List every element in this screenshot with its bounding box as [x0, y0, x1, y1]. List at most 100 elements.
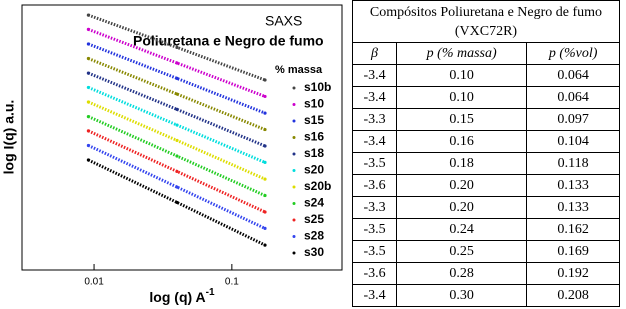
table-cell: 0.24: [396, 218, 528, 241]
chart: SAXS Poliuretana e Negro de fumo log (q)…: [1, 4, 343, 305]
legend-marker: [292, 202, 296, 205]
table-row: -3.4 0.10 0.064: [351, 86, 620, 109]
data-point: [263, 127, 267, 132]
data-table: Compósitos Poliuretana e Negro de fumo (…: [351, 0, 620, 307]
data-point: [86, 13, 91, 17]
data-point: [175, 107, 179, 112]
data-point: [86, 129, 91, 133]
data-point: [86, 114, 91, 119]
table-cell: 0.133: [526, 174, 620, 197]
legend-marker: [292, 218, 296, 222]
table-cell: 0.133: [526, 196, 620, 219]
data-point: [86, 100, 91, 104]
table-cell: -3.5: [351, 152, 398, 175]
table-row: -3.4 0.16 0.104: [351, 130, 620, 153]
table-cell: -3.6: [351, 174, 398, 197]
data-point: [263, 210, 267, 214]
table-cell: 0.104: [526, 130, 620, 153]
y-axis-label: log I(q) a.u.: [1, 100, 17, 175]
table-cell: 0.20: [396, 196, 528, 219]
chart-subtitle: Poliuretana e Negro de fumo: [133, 33, 324, 49]
table-title: Compósitos Poliuretana e Negro de fumo (…: [352, 0, 620, 43]
table-row: -3.4 0.30 0.208: [351, 284, 620, 307]
series-line: [87, 71, 266, 148]
table-cell: -3.5: [351, 218, 398, 241]
table-cell: 0.169: [526, 240, 620, 263]
legend-label: s25: [304, 212, 324, 226]
table-cell: 0.208: [526, 284, 620, 307]
table-row: -3.3 0.15 0.097: [351, 108, 620, 131]
data-point: [175, 138, 179, 143]
table-row: -3.5 0.24 0.162: [351, 218, 620, 241]
table-cell: 0.064: [526, 64, 620, 87]
table-cell: 0.10: [396, 86, 528, 109]
data-point: [263, 193, 267, 198]
legend-marker: [292, 103, 296, 106]
legend-label: s24: [304, 196, 324, 210]
data-point: [175, 185, 179, 189]
table-cell: 0.15: [396, 108, 528, 131]
table-cell: 0.064: [526, 86, 620, 109]
legend-label: s15: [304, 113, 324, 127]
table-cell: -3.5: [351, 240, 398, 263]
data-point: [175, 123, 179, 127]
data-point: [86, 71, 91, 75]
table-row: -3.6 0.28 0.192: [351, 262, 620, 285]
legend-marker: [292, 169, 296, 172]
table-cell: 0.28: [396, 262, 528, 285]
legend-label: s20: [304, 163, 324, 177]
x-label-sup: -1: [206, 287, 215, 298]
data-point: [175, 76, 179, 81]
table-cell: -3.3: [351, 196, 398, 219]
header-cell: β: [351, 42, 398, 65]
data-point: [263, 243, 267, 247]
table-cell: 0.162: [526, 218, 620, 241]
data-point: [263, 177, 267, 181]
data-point: [175, 45, 179, 50]
table-cell: -3.4: [351, 130, 398, 153]
table-cell: 0.16: [396, 130, 528, 153]
data-point: [175, 154, 179, 158]
data-point: [263, 111, 267, 115]
data-point: [175, 200, 179, 205]
table-cell: 0.10: [396, 64, 528, 87]
legend-label: s20b: [304, 179, 331, 193]
series-line: [87, 158, 266, 247]
data-point: [86, 27, 91, 31]
legend-label: s10b: [304, 80, 331, 94]
x-label-text: log (q) A: [149, 289, 205, 305]
header-cell: p (%vol): [526, 42, 620, 65]
legend-marker: [292, 235, 296, 238]
data-point: [86, 143, 91, 148]
data-point: [263, 144, 267, 148]
legend-marker: [292, 152, 296, 156]
table-cell: 0.192: [526, 262, 620, 285]
legend-marker: [292, 185, 296, 189]
table-cell: 0.20: [396, 174, 528, 197]
data-point: [175, 92, 179, 96]
table-cell: -3.4: [351, 284, 398, 307]
data-point: [86, 56, 91, 61]
table-cell: -3.4: [351, 64, 398, 87]
x-axis-label: log (q) A-1: [149, 287, 215, 305]
table-row: -3.5 0.18 0.118: [351, 152, 620, 175]
data-point: [263, 226, 267, 230]
legend-marker: [292, 119, 296, 123]
table-cell: -3.3: [351, 108, 398, 131]
data-point: [86, 158, 91, 162]
data-point: [175, 61, 179, 65]
x-tick-label: 0.1: [225, 277, 239, 288]
table-row: -3.6 0.20 0.133: [351, 174, 620, 197]
plot-frame: [21, 4, 343, 271]
table-row: -3.4 0.10 0.064: [351, 64, 620, 87]
legend-marker: [292, 251, 296, 255]
table-row: -3.3 0.20 0.133: [351, 196, 620, 219]
legend-label: s28: [304, 229, 324, 243]
legend-marker: [292, 86, 296, 90]
table-cell: 0.30: [396, 284, 528, 307]
series-line: [87, 144, 266, 230]
chart-title: SAXS: [265, 13, 302, 29]
table-cell: 0.18: [396, 152, 528, 175]
table-row: -3.5 0.25 0.169: [351, 240, 620, 263]
